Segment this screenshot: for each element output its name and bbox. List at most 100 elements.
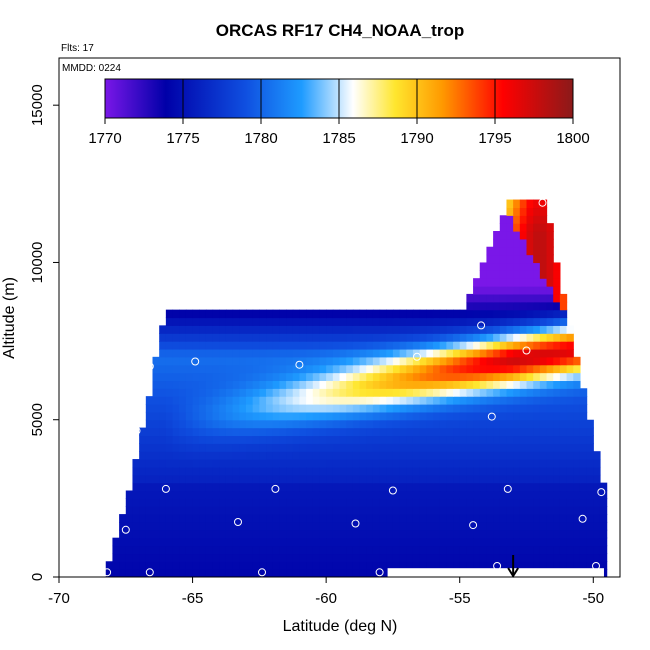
heatmap-cell xyxy=(205,569,214,577)
sample-point xyxy=(258,568,266,577)
heatmap-cell xyxy=(533,411,541,421)
heatmap-cell xyxy=(225,482,234,492)
heatmap-cell xyxy=(119,529,127,539)
heatmap-cell xyxy=(406,411,414,421)
heatmap-cell xyxy=(533,474,541,484)
heatmap-cell xyxy=(453,482,461,492)
heatmap-cell xyxy=(205,498,214,507)
heatmap-cell xyxy=(346,537,354,547)
heatmap-cell xyxy=(526,348,534,358)
heatmap-cell xyxy=(212,348,220,358)
heatmap-cell xyxy=(553,529,561,539)
heatmap-cell xyxy=(319,333,327,342)
heatmap-cell xyxy=(159,411,167,421)
heatmap-cell xyxy=(312,325,321,334)
heatmap-cell xyxy=(506,466,514,476)
heatmap-cell xyxy=(179,514,187,523)
heatmap-cell xyxy=(526,435,534,444)
heatmap-cell xyxy=(559,325,568,334)
heatmap-cell xyxy=(593,529,601,539)
heatmap-cell xyxy=(493,545,501,555)
heatmap-cell xyxy=(546,286,554,295)
heatmap-cell xyxy=(386,317,394,326)
heatmap-cell xyxy=(519,199,528,209)
heatmap-cell xyxy=(479,262,488,271)
heatmap-cell xyxy=(539,199,548,209)
heatmap-cell xyxy=(499,553,508,562)
heatmap-cell xyxy=(292,364,301,374)
heatmap-cell xyxy=(546,435,554,444)
heatmap-cell xyxy=(579,404,588,413)
heatmap-cell xyxy=(392,459,401,468)
heatmap-cell xyxy=(386,443,394,452)
heatmap-cell xyxy=(172,309,180,319)
heatmap-cell xyxy=(493,254,501,264)
heatmap-cell xyxy=(119,569,127,577)
heatmap-cell xyxy=(486,333,494,342)
heatmap-cell xyxy=(232,474,240,484)
heatmap-cell xyxy=(573,529,581,539)
heatmap-cell xyxy=(212,396,220,405)
heatmap-cell xyxy=(272,474,280,484)
heatmap-cell xyxy=(219,411,227,421)
heatmap-cell xyxy=(205,325,214,334)
heatmap-cell xyxy=(519,223,528,232)
heatmap-cell xyxy=(246,419,254,429)
heatmap-cell xyxy=(152,561,160,570)
heatmap-cell xyxy=(326,537,334,547)
heatmap-cell xyxy=(279,490,287,499)
heatmap-cell xyxy=(506,246,514,256)
heatmap-cell xyxy=(439,529,447,539)
heatmap-cell xyxy=(533,498,541,507)
heatmap-cell xyxy=(439,545,447,555)
heatmap-cell xyxy=(299,443,307,452)
heatmap-cell xyxy=(139,435,147,444)
heatmap-cell xyxy=(232,451,240,460)
heatmap-cell xyxy=(252,356,260,366)
heatmap-cell xyxy=(139,545,147,555)
heatmap-cell xyxy=(573,451,581,460)
heatmap-cell xyxy=(499,474,508,484)
heatmap-cell xyxy=(199,419,207,429)
heatmap-cell xyxy=(232,325,240,334)
heatmap-cell xyxy=(259,325,267,334)
heatmap-cell xyxy=(339,561,347,570)
heatmap-cell xyxy=(473,514,481,523)
heatmap-cell xyxy=(433,396,441,405)
heatmap-cell xyxy=(573,506,581,515)
heatmap-cell xyxy=(279,404,287,413)
heatmap-cell xyxy=(205,474,214,484)
heatmap-cell xyxy=(426,537,434,547)
heatmap-cell xyxy=(199,451,207,460)
heatmap-cell xyxy=(185,553,194,562)
heatmap-cell xyxy=(539,451,548,460)
heatmap-cell xyxy=(493,238,501,248)
heatmap-cell xyxy=(212,356,220,366)
heatmap-cell xyxy=(212,309,220,319)
heatmap-cell xyxy=(473,545,481,555)
heatmap-cell xyxy=(306,411,314,421)
heatmap-cell xyxy=(246,451,254,460)
heatmap-cell xyxy=(499,561,508,570)
heatmap-cell xyxy=(225,451,234,460)
heatmap-cell xyxy=(366,498,374,507)
heatmap-cell xyxy=(199,364,207,374)
heatmap-cell xyxy=(225,529,234,539)
heatmap-cell xyxy=(453,443,461,452)
heatmap-cell xyxy=(225,404,234,413)
heatmap-cell xyxy=(559,482,568,492)
heatmap-cell xyxy=(579,396,588,405)
heatmap-cell xyxy=(406,459,414,468)
heatmap-cell xyxy=(312,459,321,468)
heatmap-cell xyxy=(473,293,481,303)
heatmap-cell xyxy=(346,443,354,452)
heatmap-cell xyxy=(279,427,287,437)
heatmap-cell xyxy=(453,514,461,523)
heatmap-cell xyxy=(386,545,394,555)
heatmap-cell xyxy=(366,396,374,405)
heatmap-cell xyxy=(205,451,214,460)
heatmap-cell xyxy=(539,364,548,374)
heatmap-cell xyxy=(152,545,160,555)
heatmap-cell xyxy=(399,411,407,421)
heatmap-cell xyxy=(533,356,541,366)
